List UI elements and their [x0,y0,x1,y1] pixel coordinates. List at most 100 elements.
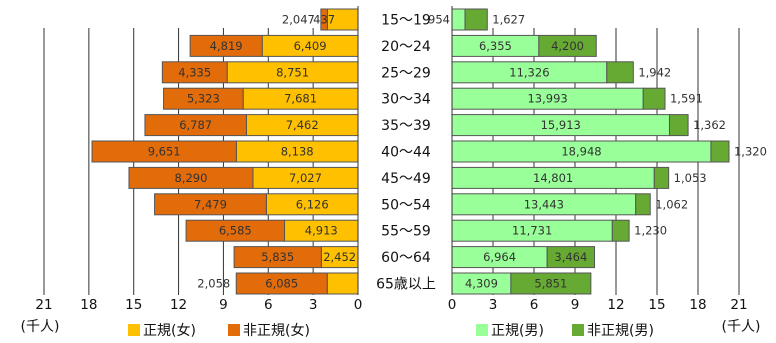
age-label-3: 30～34 [381,92,431,108]
label-male-regular-6: 14,801 [533,171,573,185]
label-female-regular-8: 4,913 [305,224,338,238]
legend-female-regular-label: 正規(女) [143,322,196,339]
age-label-8: 55～59 [381,224,431,240]
bar-female-regular-10 [326,272,359,295]
age-label-9: 60～64 [381,250,431,266]
legend-male-regular-label: 正規(男) [491,323,544,339]
label-male-nonregular-2: 1,942 [638,65,671,79]
tick-label-right-18: 18 [689,297,706,313]
unit-label-right: (千人) [722,319,761,335]
legend-male-regular-swatch [476,324,488,336]
bar-male-regular-0 [451,8,466,31]
label-female-regular-5: 8,138 [281,145,314,159]
bar-female-nonregular-1 [189,34,263,57]
label-male-regular-5: 18,948 [561,145,601,159]
tick-label-right-3: 3 [489,297,498,313]
legend-female-nonregular-label: 非正規(女) [243,322,310,339]
tick-label-left-9: 9 [219,297,228,313]
label-female-nonregular-1: 4,819 [210,39,243,53]
label-female-regular-3: 7,681 [284,92,317,106]
bar-female-nonregular-9 [233,246,322,269]
age-label-0: 15～19 [381,13,431,29]
label-female-nonregular-2: 4,335 [178,65,211,79]
bar-female-nonregular-7 [154,193,267,216]
legend-male-nonregular-label: 非正規(男) [587,323,654,339]
unit-label-left: (千人) [21,319,60,335]
label-female-nonregular-7: 7,479 [194,197,227,211]
bar-male-nonregular-1 [538,34,597,57]
label-male-nonregular-9: 3,464 [554,250,587,264]
age-label-5: 40～44 [381,145,431,161]
tick-label-left-12: 12 [170,297,187,313]
axes: 15～19 20～24 25～29 30～34 35～39 40～44 45～49 50～54… [21,6,761,335]
label-female-nonregular-9: 5,835 [261,250,294,264]
bar-male-nonregular-8 [611,219,630,242]
label-male-nonregular-0: 1,627 [492,13,525,27]
bar-female-nonregular-2 [161,61,228,84]
label-male-nonregular-8: 1,230 [634,224,667,238]
label-male-regular-7: 13,443 [524,197,564,211]
tick-label-right-9: 9 [571,297,580,313]
label-male-regular-10: 4,309 [465,277,498,291]
label-male-regular-1: 6,355 [479,39,512,53]
bar-male-nonregular-0 [464,8,488,31]
tick-label-left-15: 15 [125,297,142,313]
bar-male-nonregular-6 [653,166,670,189]
age-label-7: 50～54 [381,197,431,213]
bar-female-nonregular-10 [235,272,328,295]
bar-male-nonregular-2 [606,61,634,84]
label-female-regular-10: 2,058 [197,277,230,291]
label-female-nonregular-5: 9,651 [148,145,181,159]
tick-label-left-0: 0 [354,297,363,313]
tick-label-left-18: 18 [80,297,97,313]
bar-female-nonregular-8 [185,219,286,242]
legend-female-nonregular-swatch [228,324,240,336]
age-label-4: 35～39 [381,118,431,134]
bar-female-nonregular-0 [320,8,328,31]
age-label-10: 65歳以上 [376,277,436,293]
bar-male-nonregular-3 [642,87,666,110]
tick-label-right-15: 15 [648,297,665,313]
bar-male-nonregular-5 [710,140,730,163]
tick-label-left-21: 21 [35,297,52,313]
label-male-regular-3: 13,993 [527,92,567,106]
label-female-nonregular-3: 5,323 [187,92,220,106]
tick-label-left-6: 6 [264,297,273,313]
label-female-nonregular-8: 6,585 [219,224,252,238]
label-male-nonregular-10: 5,851 [534,277,567,291]
bar-female-nonregular-6 [128,166,254,189]
label-male-nonregular-1: 4,200 [551,39,584,53]
tick-label-left-3: 3 [309,297,318,313]
legend-female-regular-swatch [128,324,140,336]
age-label-1: 20～24 [381,39,431,55]
label-female-regular-1: 6,409 [294,39,327,53]
bar-male-nonregular-9 [546,246,596,269]
bar-male-nonregular-10 [510,272,592,295]
tick-label-right-0: 0 [448,297,457,313]
bar-male-nonregular-4 [668,114,689,137]
label-male-regular-0: 954 [428,13,450,27]
label-male-nonregular-6: 1,053 [674,171,707,185]
age-label-2: 25～29 [381,65,431,81]
label-male-regular-8: 11,731 [512,224,552,238]
label-male-regular-4: 15,913 [541,118,581,132]
tick-label-right-12: 12 [607,297,624,313]
label-female-regular-6: 7,027 [289,171,322,185]
label-male-nonregular-5: 1,320 [734,145,767,159]
label-female-regular-7: 6,126 [296,197,329,211]
legend: 正規(女) 非正規(女) 正規(男) 非正規(男) [128,322,654,339]
bar-male-nonregular-7 [635,193,651,216]
tick-label-right-21: 21 [730,297,747,313]
label-male-regular-9: 6,964 [483,250,516,264]
label-male-nonregular-4: 1,362 [693,118,726,132]
bars [91,8,730,295]
bar-female-nonregular-5 [91,140,237,163]
label-female-nonregular-0: 437 [313,13,335,27]
label-female-regular-2: 8,751 [276,65,309,79]
label-male-nonregular-7: 1,062 [655,197,688,211]
label-male-nonregular-3: 1,591 [670,92,703,106]
label-male-regular-2: 11,326 [509,65,549,79]
bar-female-nonregular-4 [144,114,247,137]
